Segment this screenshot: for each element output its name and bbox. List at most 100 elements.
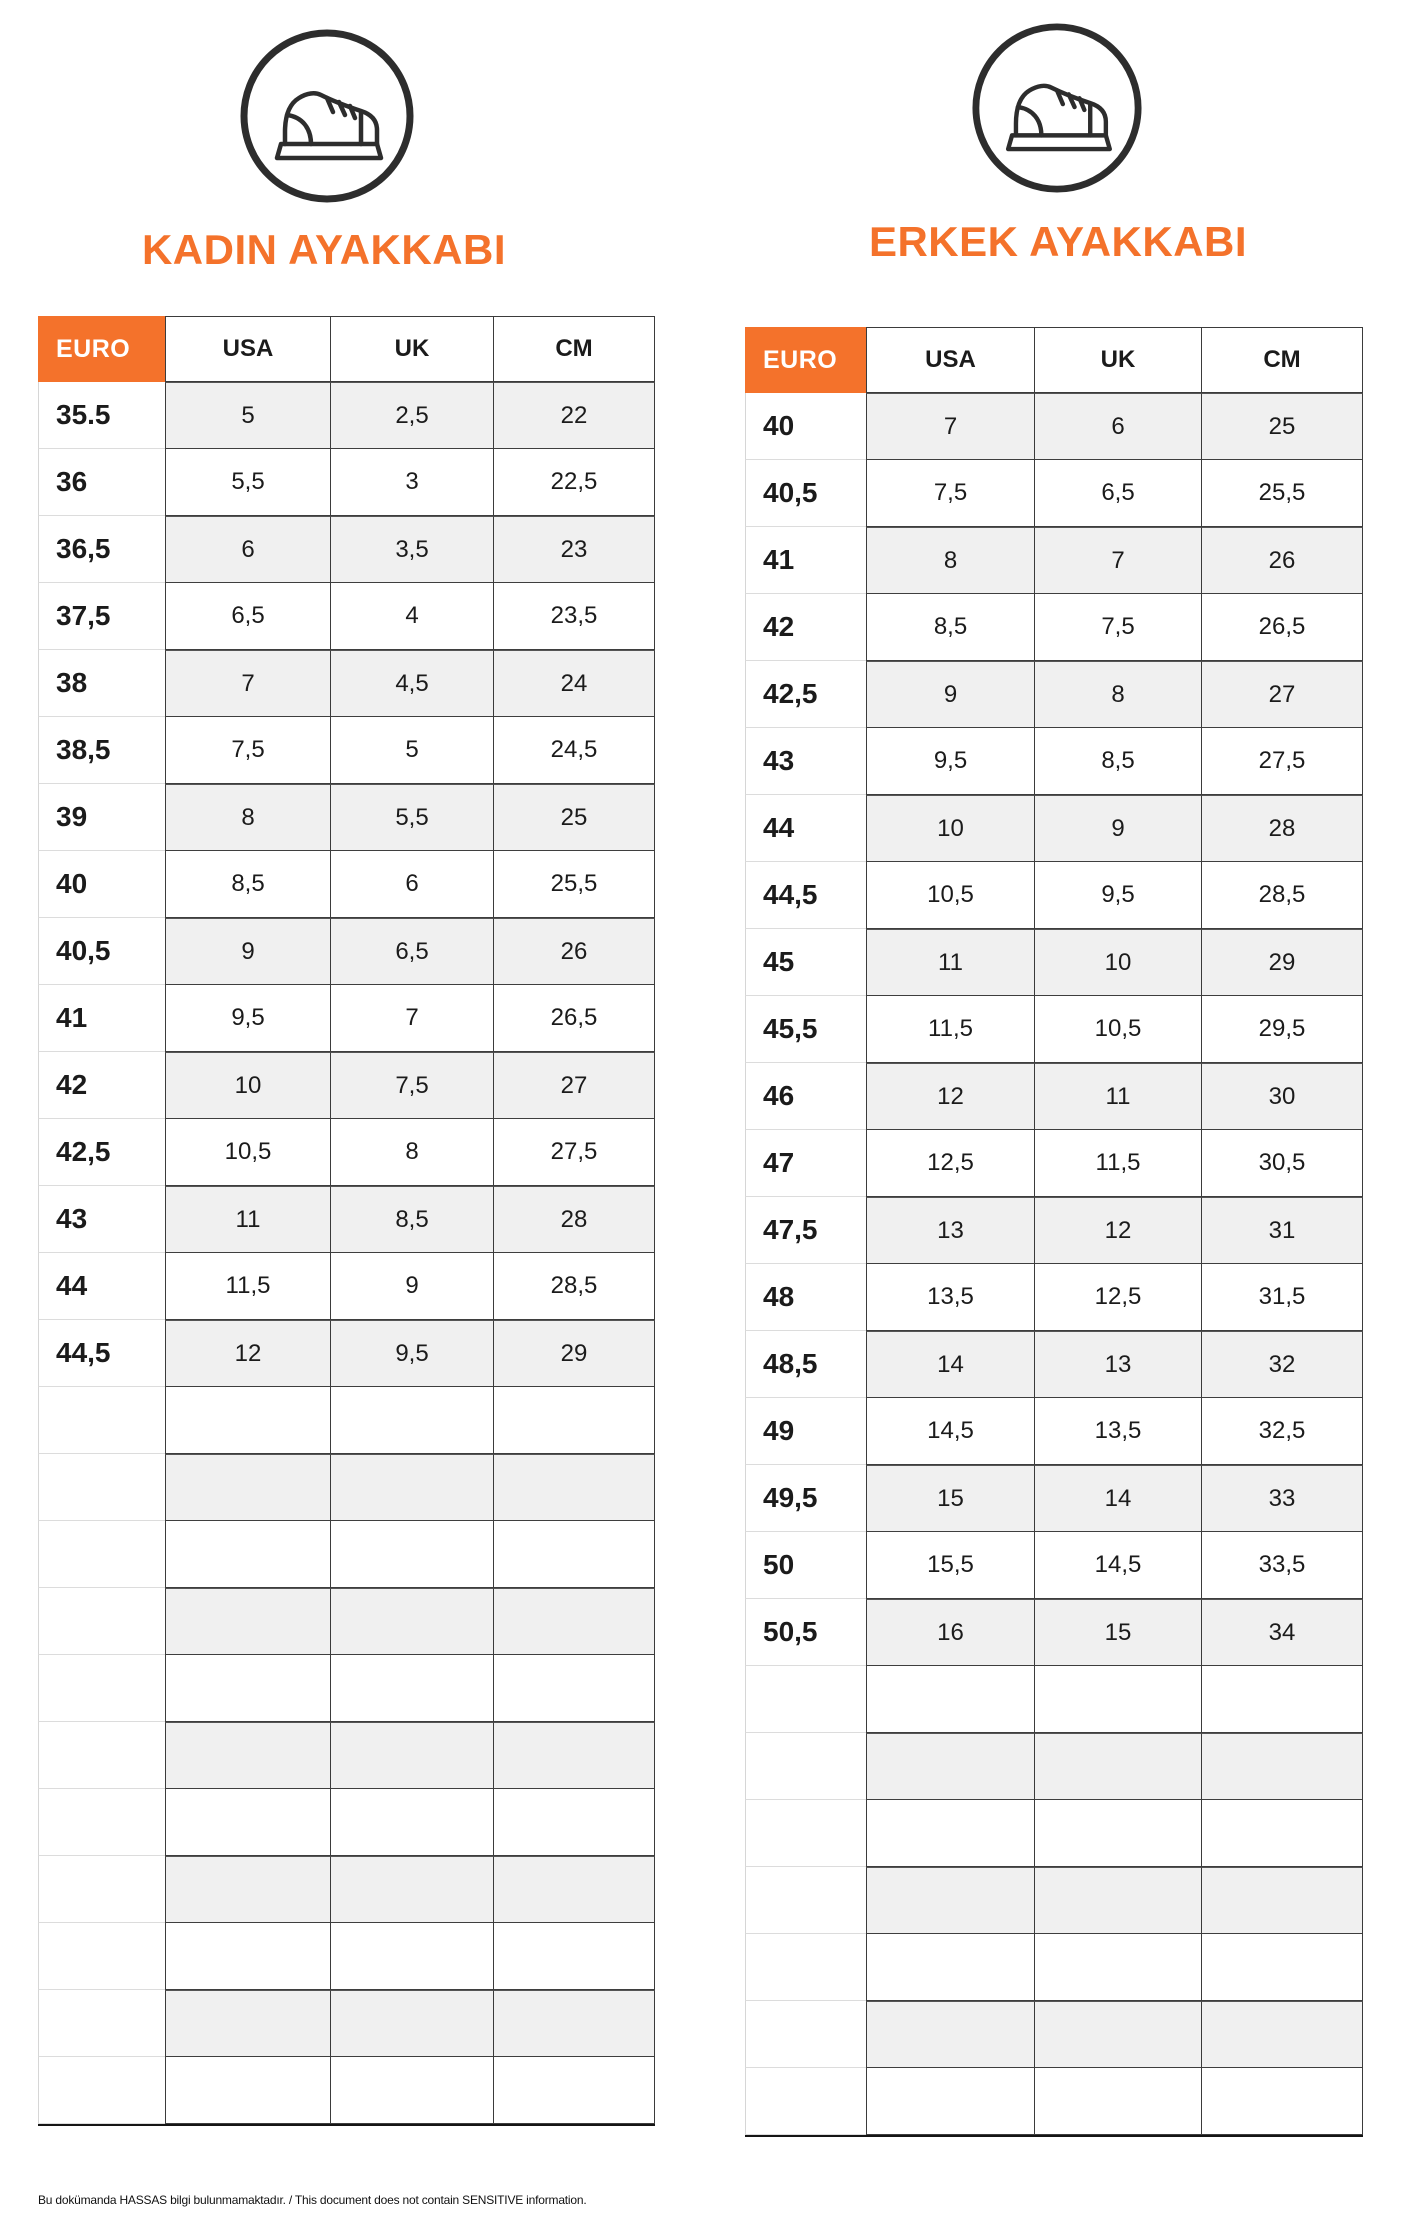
size-cell: 12 <box>165 1320 330 1387</box>
empty-table-row <box>38 1588 655 1655</box>
euro-size-cell: 36 <box>38 449 165 516</box>
table-row: 39 8 5,5 25 <box>38 784 655 851</box>
men-size-table: EURO USA UK CM 40 7 6 25 40,5 7,5 6,5 25,5 41 8 7 26 42 8… <box>745 327 1363 2137</box>
euro-size-cell <box>745 1733 866 1800</box>
size-cell: 9,5 <box>330 1320 493 1387</box>
size-cell: 30,5 <box>1201 1130 1363 1197</box>
table-row: 50 15,5 14,5 33,5 <box>745 1532 1363 1599</box>
size-cell <box>165 1856 330 1923</box>
euro-size-cell: 38,5 <box>38 717 165 784</box>
euro-size-cell <box>745 1800 866 1867</box>
empty-table-row <box>38 1655 655 1722</box>
size-cell <box>330 1521 493 1588</box>
size-cell: 32,5 <box>1201 1398 1363 1465</box>
euro-size-cell: 36,5 <box>38 516 165 583</box>
size-cell: 7 <box>866 393 1034 460</box>
size-cell <box>1201 1800 1363 1867</box>
size-cell: 15 <box>866 1465 1034 1532</box>
size-cell: 31,5 <box>1201 1264 1363 1331</box>
size-cell <box>165 1722 330 1789</box>
table-row: 49 14,5 13,5 32,5 <box>745 1398 1363 1465</box>
size-cell: 8,5 <box>165 851 330 918</box>
table-row: 42,5 9 8 27 <box>745 661 1363 728</box>
size-cell <box>165 1655 330 1722</box>
size-cell: 12,5 <box>1034 1264 1201 1331</box>
size-cell: 6,5 <box>1034 460 1201 527</box>
empty-table-row <box>38 1722 655 1789</box>
size-cell: 9,5 <box>866 728 1034 795</box>
euro-size-cell: 44 <box>745 795 866 862</box>
size-cell: 6 <box>1034 393 1201 460</box>
size-cell: 2,5 <box>330 382 493 449</box>
size-cell: 7,5 <box>165 717 330 784</box>
euro-size-cell: 42,5 <box>38 1119 165 1186</box>
euro-size-cell: 41 <box>745 527 866 594</box>
table-row: 47 12,5 11,5 30,5 <box>745 1130 1363 1197</box>
euro-size-cell <box>38 1856 165 1923</box>
size-cell: 14,5 <box>1034 1532 1201 1599</box>
size-cell <box>493 1923 655 1990</box>
size-cell <box>330 1923 493 1990</box>
empty-table-row <box>745 1733 1363 1800</box>
header-usa: USA <box>165 316 330 382</box>
empty-table-row <box>38 1856 655 1923</box>
empty-table-row <box>38 1454 655 1521</box>
size-cell: 12 <box>1034 1197 1201 1264</box>
euro-size-cell: 50,5 <box>745 1599 866 1666</box>
euro-size-cell <box>38 1655 165 1722</box>
size-cell <box>1034 1934 1201 2001</box>
size-cell: 31 <box>1201 1197 1363 1264</box>
size-cell: 25,5 <box>493 851 655 918</box>
size-cell: 9 <box>330 1253 493 1320</box>
size-cell <box>493 1722 655 1789</box>
size-cell <box>330 1454 493 1521</box>
size-cell: 4,5 <box>330 650 493 717</box>
size-cell: 26 <box>1201 527 1363 594</box>
table-header-row: EURO USA UK CM <box>38 316 655 382</box>
size-cell: 27 <box>1201 661 1363 728</box>
header-cm: CM <box>493 316 655 382</box>
size-cell <box>1201 1934 1363 2001</box>
size-cell: 8 <box>330 1119 493 1186</box>
euro-size-cell: 42 <box>745 594 866 661</box>
size-cell: 22,5 <box>493 449 655 516</box>
size-cell: 11,5 <box>866 996 1034 1063</box>
empty-table-row <box>38 1387 655 1454</box>
euro-size-cell: 37,5 <box>38 583 165 650</box>
size-cell <box>1034 2001 1201 2068</box>
table-row: 46 12 11 30 <box>745 1063 1363 1130</box>
size-cell: 23 <box>493 516 655 583</box>
table-row: 48,5 14 13 32 <box>745 1331 1363 1398</box>
table-row: 48 13,5 12,5 31,5 <box>745 1264 1363 1331</box>
size-cell: 32 <box>1201 1331 1363 1398</box>
size-cell: 10 <box>866 795 1034 862</box>
women-shoes-title: KADIN AYAKKABI <box>141 226 507 273</box>
size-cell: 6,5 <box>330 918 493 985</box>
size-cell: 10 <box>1034 929 1201 996</box>
size-cell <box>493 1655 655 1722</box>
size-cell <box>493 1856 655 1923</box>
size-cell: 3,5 <box>330 516 493 583</box>
header-uk: UK <box>330 316 493 382</box>
euro-size-cell: 45 <box>745 929 866 996</box>
size-cell: 14,5 <box>866 1398 1034 1465</box>
size-cell <box>1034 2068 1201 2135</box>
table-row: 38,5 7,5 5 24,5 <box>38 717 655 784</box>
sneaker-icon <box>971 22 1143 194</box>
empty-table-row <box>38 1521 655 1588</box>
table-row: 40 7 6 25 <box>745 393 1363 460</box>
size-cell <box>866 1733 1034 1800</box>
euro-size-cell: 42,5 <box>745 661 866 728</box>
size-cell <box>866 1867 1034 1934</box>
size-cell: 16 <box>866 1599 1034 1666</box>
size-cell: 13 <box>866 1197 1034 1264</box>
euro-size-cell: 40,5 <box>745 460 866 527</box>
euro-size-cell <box>38 1387 165 1454</box>
size-cell <box>165 1588 330 1655</box>
table-row: 44,5 10,5 9,5 28,5 <box>745 862 1363 929</box>
size-cell: 27,5 <box>493 1119 655 1186</box>
empty-table-row <box>38 1990 655 2057</box>
table-row: 41 9,5 7 26,5 <box>38 985 655 1052</box>
table-row: 37,5 6,5 4 23,5 <box>38 583 655 650</box>
size-cell: 6,5 <box>165 583 330 650</box>
